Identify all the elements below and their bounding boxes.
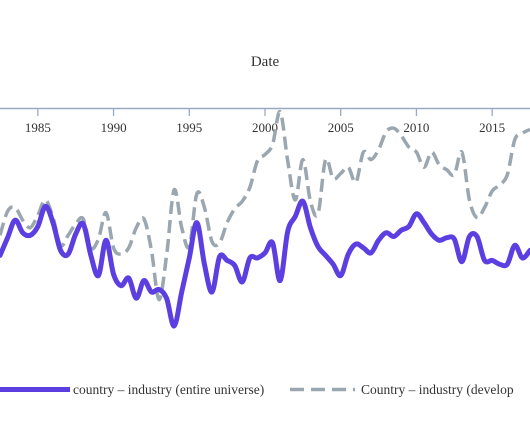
legend-label-developed: Country – industry (develop: [361, 382, 514, 397]
x-tick-label: 1995: [176, 120, 202, 135]
x-tick-label: 2000: [252, 120, 278, 135]
x-axis-title: Date: [251, 54, 280, 70]
x-tick-label: 1985: [25, 120, 51, 135]
plot-area: [0, 110, 530, 329]
x-tick-label: 1990: [101, 120, 127, 135]
x-tick-label: 2005: [328, 120, 354, 135]
x-tick-label: 2010: [403, 120, 429, 135]
x-axis-ticks: 1985 1990 1995 2000 2005 2010 2015: [25, 108, 505, 135]
x-tick-label: 2015: [479, 120, 505, 135]
series-line-entire-universe: [0, 198, 530, 329]
legend: country – industry (entire universe) Cou…: [0, 382, 514, 397]
legend-label-universe: country – industry (entire universe): [73, 382, 264, 397]
series-line-developed: [0, 110, 530, 302]
